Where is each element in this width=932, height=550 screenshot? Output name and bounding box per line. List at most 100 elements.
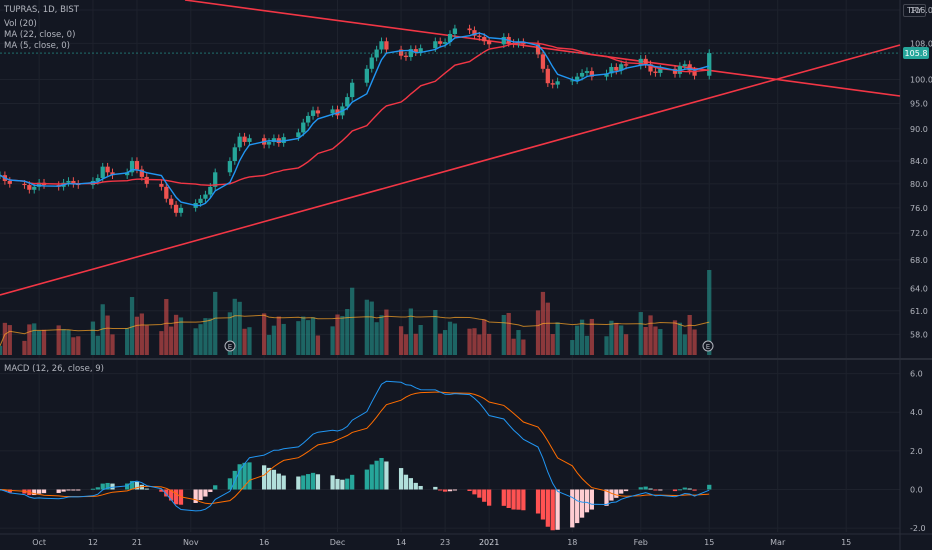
- candle-body: [208, 186, 213, 195]
- candle-body: [570, 80, 575, 82]
- candle-body: [71, 180, 76, 184]
- candle-body: [369, 57, 374, 69]
- macd-histogram-bar: [516, 489, 521, 510]
- earnings-marker-label: E: [228, 343, 232, 351]
- volume-bar: [555, 322, 560, 355]
- macd-histogram-bar: [139, 484, 144, 490]
- volume-bar: [692, 329, 697, 355]
- candle-body: [540, 54, 546, 69]
- volume-bar: [658, 329, 663, 355]
- volume-bar: [570, 340, 575, 355]
- candle-body: [418, 48, 423, 53]
- macd-histogram-bar: [545, 489, 550, 527]
- volume-bar: [310, 317, 316, 355]
- candle-body: [579, 72, 585, 77]
- price-tick-label: 72.0: [910, 229, 928, 238]
- price-tick-label: 80.0: [910, 180, 928, 189]
- volume-bar: [110, 334, 115, 355]
- macd-histogram-bar: [623, 489, 629, 492]
- volume-bar: [100, 304, 105, 355]
- volume-bar: [232, 298, 237, 355]
- macd-histogram-bar: [482, 489, 487, 502]
- macd-histogram-bar: [335, 478, 340, 490]
- volume-bar: [672, 320, 678, 355]
- macd-histogram-bar: [301, 475, 306, 490]
- volume-bar: [36, 330, 42, 355]
- candle-body: [232, 147, 237, 162]
- macd-histogram-bar: [364, 469, 369, 490]
- candle-body: [173, 204, 179, 213]
- volume-bar: [22, 340, 27, 355]
- price-tick-label: 58.0: [910, 330, 928, 339]
- candle-body: [545, 68, 550, 84]
- volume-bar: [589, 318, 594, 355]
- macd-tick-label: 0.0: [910, 486, 923, 495]
- volume-bar: [27, 324, 32, 355]
- volume-bar: [139, 313, 144, 355]
- macd-histogram-bar: [467, 489, 472, 491]
- candle-body: [110, 172, 115, 176]
- ma5-line: [0, 32, 710, 207]
- time-tick-label: Mar: [770, 538, 786, 547]
- volume-bar: [447, 321, 453, 355]
- volume-bar: [477, 334, 482, 355]
- price-tick-label: 64.0: [910, 284, 928, 293]
- candle-body: [433, 41, 438, 49]
- candle-body: [687, 64, 692, 71]
- volume-bar: [203, 318, 208, 355]
- macd-histogram-bar: [677, 489, 683, 491]
- candle-body: [129, 161, 135, 173]
- candle-body: [692, 70, 697, 76]
- macd-histogram-bar: [398, 468, 404, 490]
- candle-body: [672, 68, 678, 74]
- macd-histogram-bar: [41, 489, 47, 494]
- volume-bar: [345, 308, 350, 355]
- volume-bar: [604, 336, 609, 355]
- volume-bar: [638, 312, 643, 355]
- time-tick-label: 2021: [479, 538, 499, 547]
- volume-bar: [687, 314, 692, 355]
- volume-bar: [66, 329, 71, 355]
- candle-body: [638, 58, 643, 66]
- macd-histogram-bar: [76, 489, 81, 491]
- candle-body: [7, 180, 12, 184]
- candle-body: [36, 182, 42, 187]
- volume-bar: [129, 297, 135, 355]
- volume-bar: [482, 319, 487, 355]
- volume-bar: [374, 322, 379, 355]
- candle-body: [384, 41, 389, 50]
- candle-body: [242, 136, 247, 142]
- currency-badge[interactable]: TRY: [903, 4, 926, 17]
- volume-bar: [653, 326, 658, 355]
- earnings-marker-label: E: [706, 343, 710, 351]
- volume-bar: [0, 345, 3, 355]
- macd-histogram-bar: [604, 489, 609, 506]
- price-tick-label: 84.0: [910, 157, 928, 166]
- macd-histogram-bar: [369, 464, 374, 490]
- time-tick-label: 23: [440, 538, 450, 547]
- macd-histogram-bar: [413, 482, 418, 490]
- macd-tick-label: 6.0: [910, 370, 923, 379]
- macd-histogram-bar: [477, 489, 482, 498]
- candle-body: [213, 172, 218, 187]
- volume-bar: [159, 331, 164, 355]
- macd-histogram-bar: [672, 489, 678, 492]
- macd-histogram-bar: [570, 489, 575, 528]
- macd-histogram-bar: [584, 489, 590, 513]
- last-price-label: 105.8: [905, 49, 928, 58]
- volume-bar: [707, 270, 712, 355]
- macd-histogram-bar: [575, 489, 580, 524]
- candle-body: [105, 166, 110, 173]
- earnings-marker: [702, 340, 714, 352]
- time-tick-label: Oct: [32, 538, 46, 547]
- volume-bar: [486, 333, 492, 355]
- candle-body: [266, 141, 272, 145]
- candle-body: [643, 58, 648, 65]
- macd-histogram-bar: [36, 489, 42, 494]
- macd-histogram-bar: [619, 489, 624, 494]
- macd-line: [0, 380, 710, 512]
- macd-histogram-bar: [213, 485, 218, 490]
- macd-histogram-bar: [540, 489, 546, 520]
- macd-histogram-bar: [408, 478, 414, 490]
